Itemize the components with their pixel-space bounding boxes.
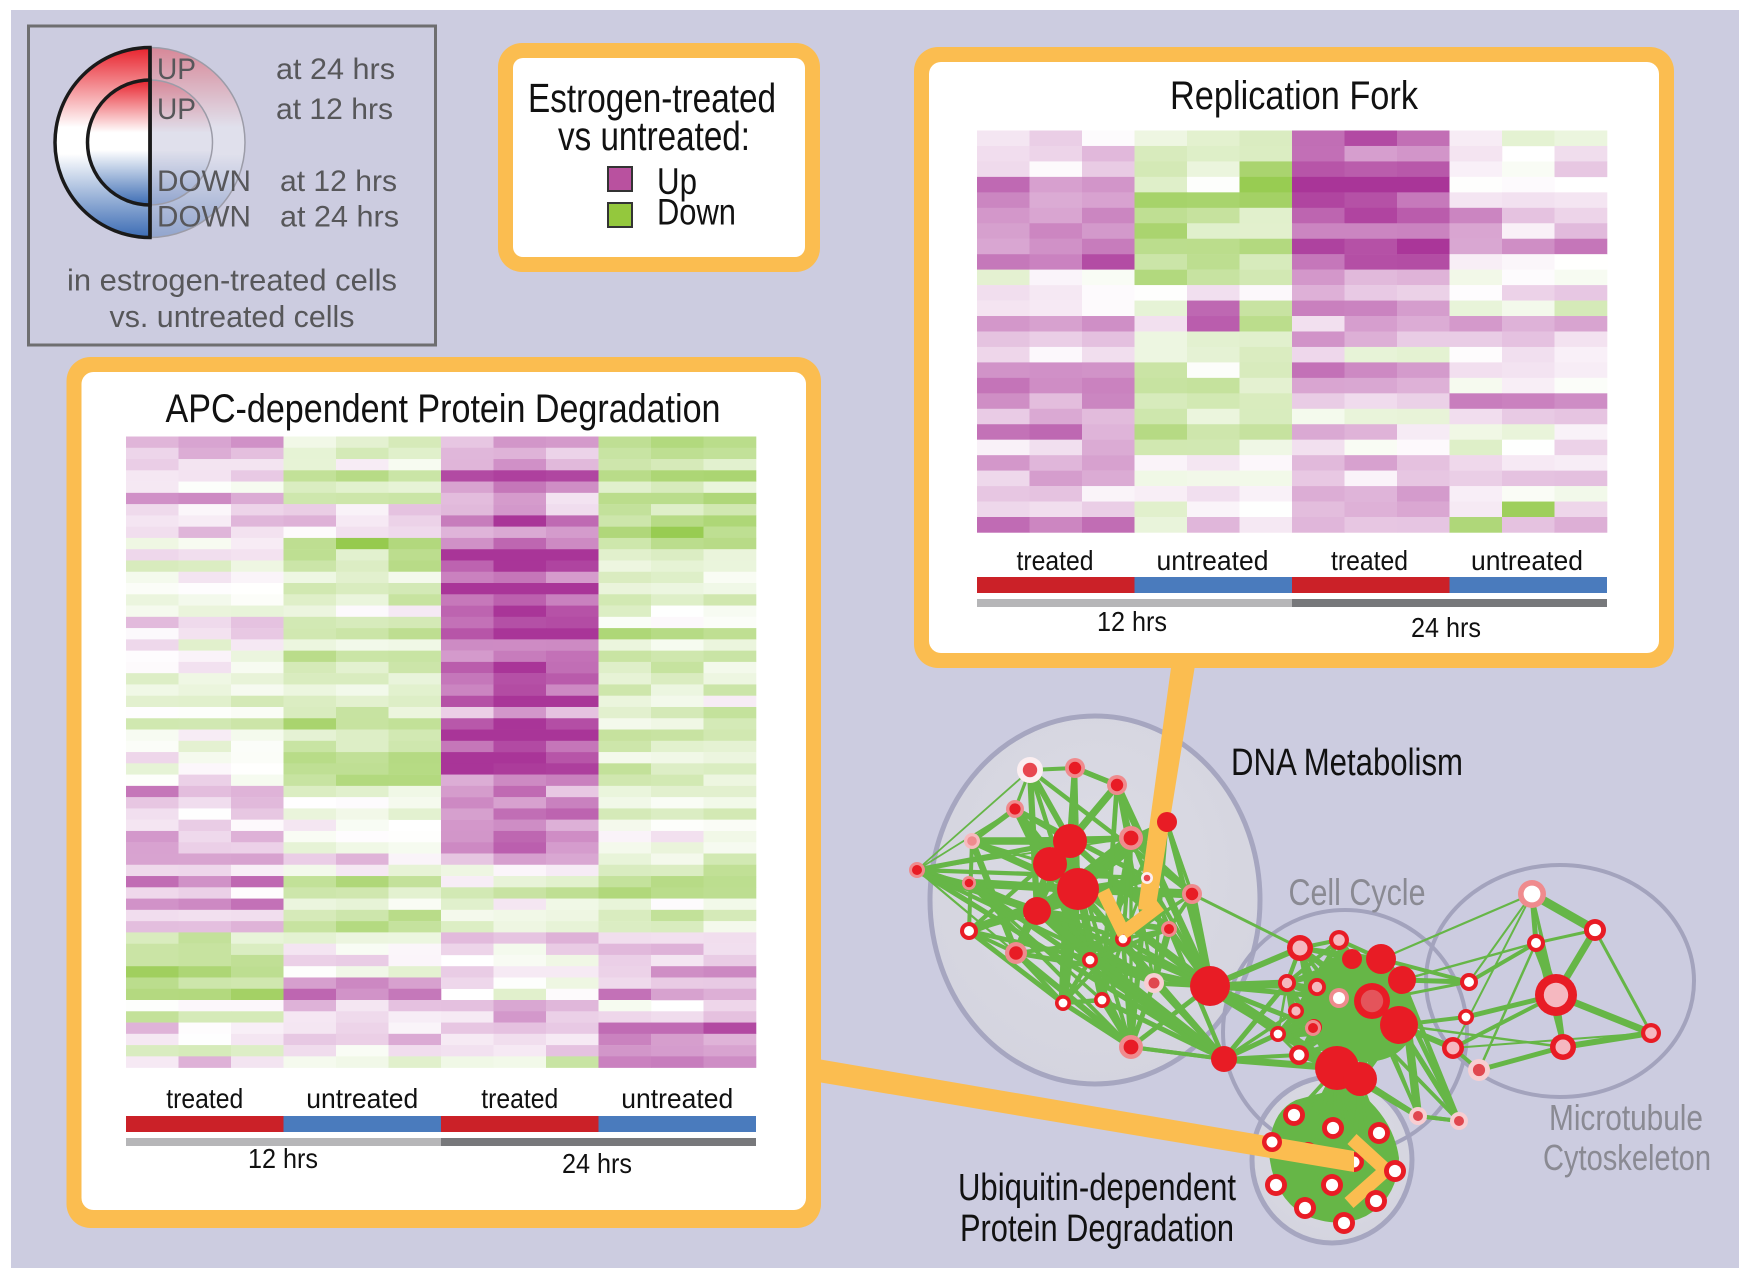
svg-text:vs. untreated cells: vs. untreated cells (110, 300, 355, 334)
svg-text:Up: Up (657, 161, 697, 202)
svg-text:DOWN: DOWN (157, 165, 251, 198)
svg-text:at 12 hrs: at 12 hrs (276, 93, 393, 126)
svg-text:untreated: untreated (621, 1083, 733, 1114)
svg-text:treated: treated (1331, 545, 1408, 576)
svg-text:12 hrs: 12 hrs (248, 1143, 318, 1174)
svg-text:untreated: untreated (1157, 545, 1269, 576)
svg-text:APC-dependent Protein Degradat: APC-dependent Protein Degradation (166, 387, 721, 431)
svg-text:in estrogen-treated cells: in estrogen-treated cells (67, 264, 397, 298)
svg-text:UP: UP (157, 53, 196, 86)
svg-text:Protein Degradation: Protein Degradation (960, 1208, 1234, 1250)
svg-text:vs untreated:: vs untreated: (558, 113, 750, 159)
svg-text:at 24 hrs: at 24 hrs (280, 201, 399, 234)
svg-text:Microtubule: Microtubule (1549, 1097, 1703, 1138)
svg-text:treated: treated (481, 1083, 558, 1114)
svg-text:Down: Down (657, 192, 736, 233)
svg-text:Cytoskeleton: Cytoskeleton (1543, 1137, 1711, 1178)
svg-text:DNA Metabolism: DNA Metabolism (1231, 742, 1463, 784)
svg-text:at 24 hrs: at 24 hrs (276, 53, 395, 86)
svg-text:UP: UP (157, 93, 196, 126)
svg-text:24 hrs: 24 hrs (1411, 612, 1481, 643)
svg-text:Estrogen-treated: Estrogen-treated (528, 75, 776, 121)
svg-text:treated: treated (166, 1083, 243, 1114)
svg-text:12 hrs: 12 hrs (1097, 606, 1167, 637)
svg-text:treated: treated (1017, 545, 1094, 576)
svg-text:Ubiquitin-dependent: Ubiquitin-dependent (958, 1167, 1236, 1209)
svg-text:untreated: untreated (1471, 545, 1583, 576)
svg-text:Replication Fork: Replication Fork (1170, 74, 1419, 118)
svg-text:at 12 hrs: at 12 hrs (280, 165, 397, 198)
svg-text:Cell Cycle: Cell Cycle (1289, 872, 1426, 913)
svg-text:24 hrs: 24 hrs (562, 1148, 632, 1179)
svg-text:untreated: untreated (306, 1083, 418, 1114)
svg-text:DOWN: DOWN (157, 201, 251, 234)
